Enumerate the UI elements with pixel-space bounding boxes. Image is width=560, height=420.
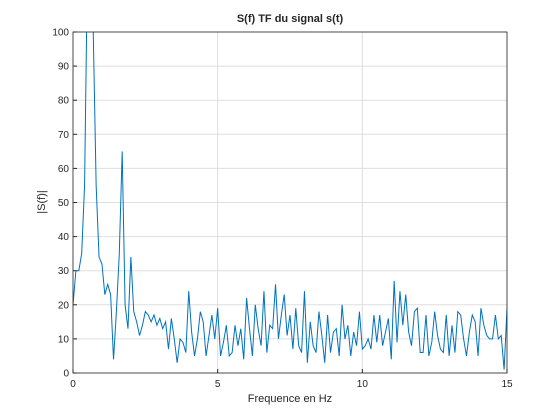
y-tick-label: 90	[58, 62, 70, 73]
x-tick-label: 10	[357, 379, 369, 390]
y-tick-label: 80	[58, 96, 70, 107]
y-tick-label: 20	[58, 300, 70, 311]
x-tick-label: 0	[70, 379, 76, 390]
axes-box	[72, 31, 508, 374]
y-tick-label: 70	[58, 130, 70, 141]
plot-area	[73, 32, 507, 370]
x-tick-label: 5	[215, 379, 221, 390]
y-tick-label: 100	[52, 28, 69, 39]
x-tick-label: 15	[501, 379, 513, 390]
x-axis-label: Frequence en Hz	[248, 393, 332, 405]
y-tick-label: 10	[58, 334, 70, 345]
y-tick-label: 30	[58, 266, 70, 277]
data-line	[73, 32, 507, 370]
y-axis-label: |S(f)|	[36, 190, 48, 213]
y-tick-label: 50	[58, 198, 70, 209]
chart-title: S(f) TF du signal s(t)	[237, 13, 344, 25]
y-tick-label: 40	[58, 232, 70, 243]
y-tick-label: 60	[58, 164, 70, 175]
y-tick-label: 0	[63, 369, 69, 380]
